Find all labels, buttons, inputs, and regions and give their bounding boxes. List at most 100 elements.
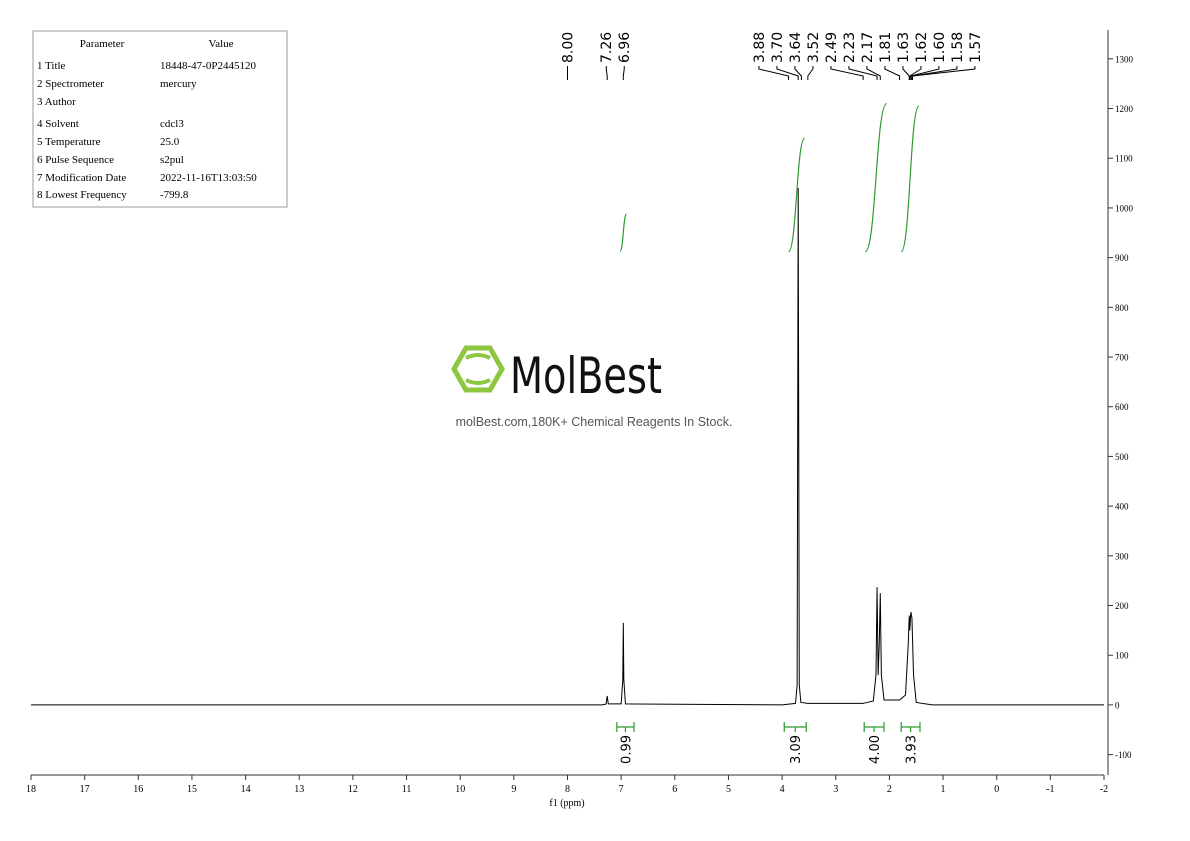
peak-label: 8.00 [561, 32, 577, 63]
integral-curve [864, 102, 888, 253]
x-tick-label: 6 [672, 784, 677, 795]
x-tick-label: 4 [780, 784, 785, 795]
peak-label: 3.52 [806, 32, 822, 63]
table-key: 3 Author [37, 96, 76, 108]
table-value: mercury [160, 78, 197, 90]
table-header: Value [208, 38, 233, 50]
peak-label: 1.57 [968, 32, 984, 63]
y-tick-label: 600 [1115, 402, 1129, 412]
peak-label: 3.88 [752, 32, 768, 63]
x-tick-label: 17 [80, 784, 90, 795]
integral-bracket [863, 722, 885, 732]
peak-leader [830, 66, 864, 80]
table-value: -799.8 [160, 189, 189, 201]
y-tick-label: 1300 [1115, 54, 1134, 64]
peak-leader [909, 66, 922, 80]
peak-label: 3.70 [770, 32, 786, 63]
watermark-brand: MolBest [510, 347, 662, 405]
x-tick-label: 3 [833, 784, 838, 795]
integral-curve [900, 105, 920, 253]
x-tick-label: -2 [1100, 784, 1108, 795]
y-tick-label: 500 [1115, 452, 1129, 462]
table-value: cdcl3 [160, 118, 184, 130]
table-key: 5 Temperature [37, 136, 101, 148]
table-key: 2 Spectrometer [37, 78, 104, 90]
x-axis-label: f1 (ppm) [549, 798, 584, 809]
table-key: 8 Lowest Frequency [37, 189, 127, 201]
x-tick-label: 7 [619, 784, 624, 795]
y-tick-label: 200 [1115, 601, 1129, 611]
peak-label: 6.96 [617, 32, 633, 63]
peak-label: 1.81 [878, 32, 894, 63]
peak-label: 1.60 [932, 32, 948, 63]
peak-label: 7.26 [599, 32, 615, 63]
peak-leader [807, 66, 814, 80]
table-key: 6 Pulse Sequence [37, 154, 114, 166]
x-tick-label: 2 [887, 784, 892, 795]
peak-leader [758, 66, 790, 80]
peak-leader [902, 66, 910, 80]
x-tick-label: 5 [726, 784, 731, 795]
x-tick-label: 12 [348, 784, 358, 795]
y-tick-label: 1100 [1115, 154, 1133, 164]
integral-curve [619, 213, 628, 252]
table-value: s2pul [160, 154, 184, 166]
x-tick-label: 0 [994, 784, 999, 795]
integral-label: 4.00 [868, 735, 883, 764]
peak-leader [622, 66, 625, 80]
peak-label: 1.63 [896, 32, 912, 63]
spectrum [31, 188, 1104, 706]
peak-leader [605, 66, 608, 80]
logo-hexagon [451, 345, 505, 393]
peak-leader [848, 66, 878, 80]
x-tick-label: 14 [241, 784, 251, 795]
table-value: 2022-11-16T13:03:50 [160, 172, 257, 184]
peak-label: 2.17 [860, 32, 876, 63]
peak-leader [884, 66, 901, 80]
parameter-table: Parameter Value 1 Title 18448-47-0P2445120 2… [32, 30, 288, 208]
peak-label: 2.23 [842, 32, 858, 63]
x-tick-label: 1 [941, 784, 946, 795]
y-tick-label: 1000 [1115, 203, 1134, 213]
peak-leader [794, 66, 802, 80]
table-key: 7 Modification Date [37, 172, 126, 184]
integral-label: 3.09 [789, 735, 804, 764]
peak-leader [776, 66, 799, 80]
x-tick-label: 18 [26, 784, 36, 795]
y-tick-label: 1200 [1115, 104, 1134, 114]
y-tick-label: 0 [1115, 700, 1120, 710]
integral-bracket [783, 722, 807, 732]
table-value: 25.0 [160, 136, 180, 148]
peak-leader [911, 66, 958, 80]
watermark-tagline: molBest.com,180K+ Chemical Reagents In S… [456, 415, 733, 429]
peak-leader [910, 66, 940, 80]
table-key: 1 Title [37, 60, 66, 72]
table-key: 4 Solvent [37, 118, 79, 130]
integral-curve [787, 137, 806, 253]
y-tick-label: -100 [1115, 750, 1132, 760]
table-value: 18448-47-0P2445120 [160, 60, 256, 72]
y-tick-label: 800 [1115, 303, 1129, 313]
peak-label: 2.49 [824, 32, 840, 63]
integral-bracket [616, 722, 635, 732]
x-tick-label: 13 [294, 784, 304, 795]
x-tick-label: 8 [565, 784, 570, 795]
y-tick-label: 700 [1115, 353, 1129, 363]
peak-leader [866, 66, 881, 80]
integral-bracket [900, 722, 921, 732]
x-tick-label: 15 [187, 784, 197, 795]
watermark: MolBest molBest.com,180K+ Chemical Reage… [451, 345, 733, 429]
peak-label: 3.64 [788, 32, 804, 63]
peak-label: 1.62 [914, 32, 930, 63]
x-tick-label: 16 [133, 784, 143, 795]
x-tick-label: 9 [511, 784, 516, 795]
peak-label: 1.58 [950, 32, 966, 63]
integral-label: 0.99 [619, 735, 634, 764]
x-tick-label: -1 [1046, 784, 1054, 795]
y-tick-label: 100 [1115, 651, 1129, 661]
x-tick-label: 11 [402, 784, 412, 795]
y-tick-label: 300 [1115, 551, 1129, 561]
table-border [32, 30, 288, 208]
integral-label: 3.93 [905, 735, 920, 764]
